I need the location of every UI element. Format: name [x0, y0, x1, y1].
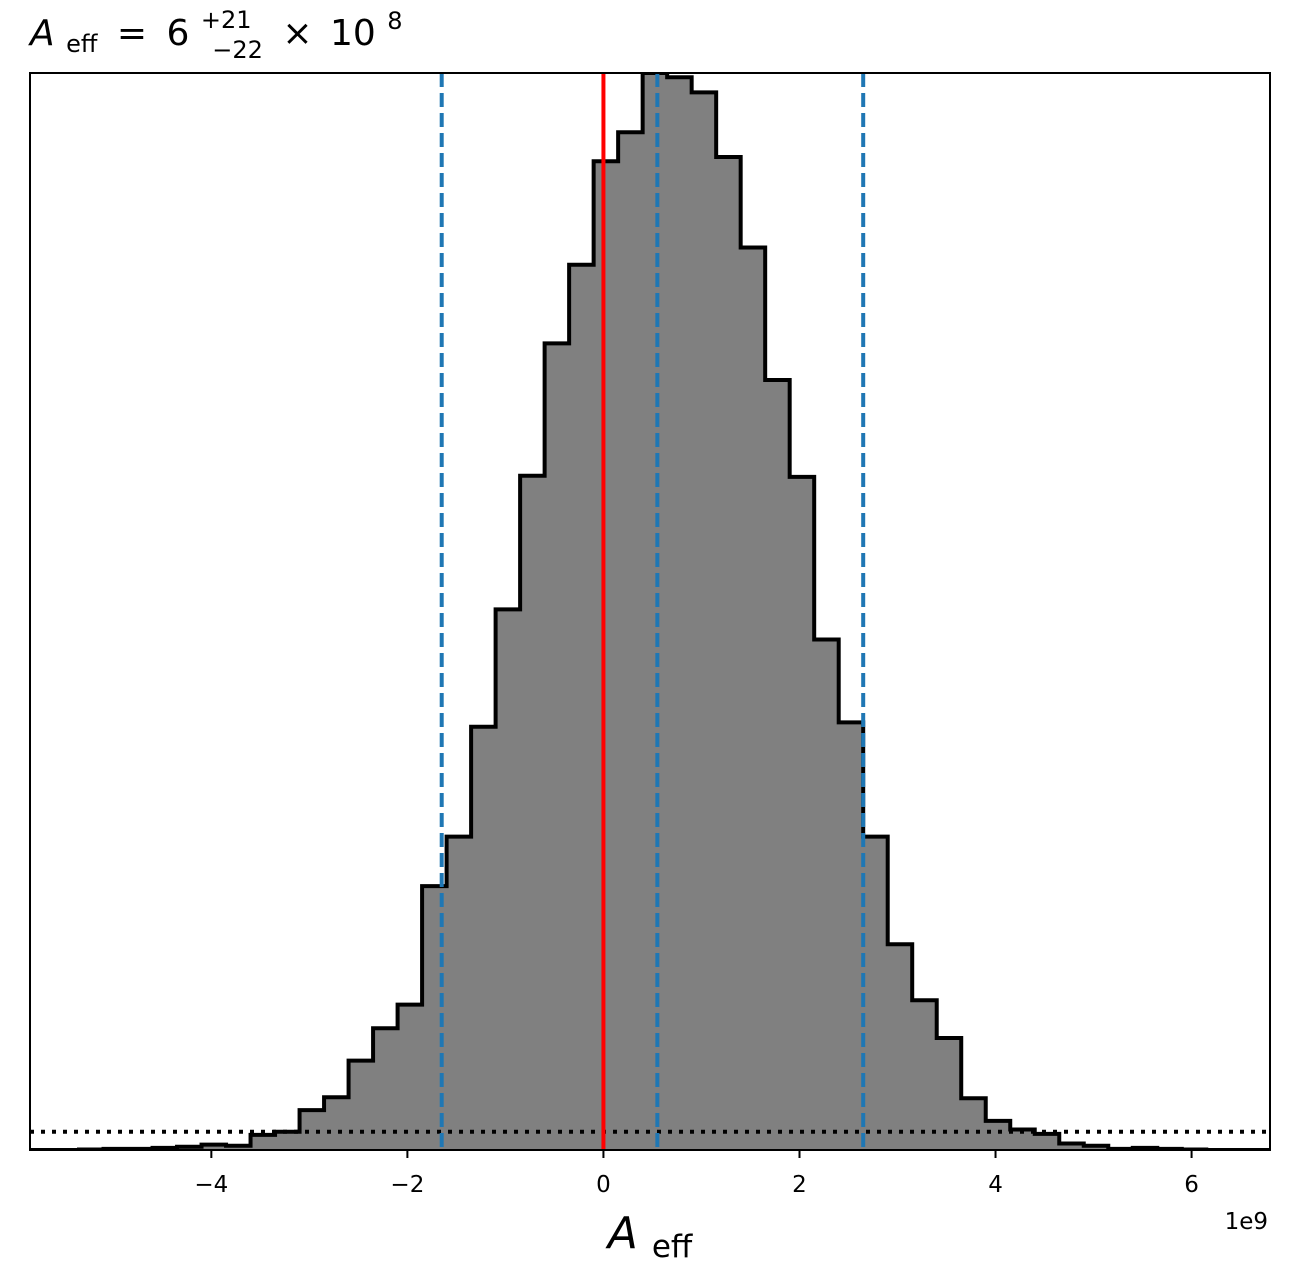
histogram-bar: [985, 1120, 1011, 1150]
histogram-bar: [1083, 1145, 1109, 1150]
plot-frame: [29, 72, 1271, 1151]
x-axis-ticks: −4 −2 0 2 4 6: [194, 1150, 1199, 1198]
x-axis-subscript: eff: [652, 1229, 693, 1265]
histogram-bar: [544, 343, 570, 1150]
x-tick-label: −2: [390, 1172, 424, 1198]
histogram-bar: [520, 475, 546, 1150]
histogram-bar: [691, 92, 717, 1150]
x-tick-label: 0: [596, 1172, 611, 1198]
title-median: 6: [166, 13, 189, 54]
histogram-bar: [299, 1110, 325, 1150]
title-upper-error: +21: [201, 6, 252, 34]
histogram-outline: [30, 73, 1270, 1150]
plot-area: [30, 73, 1270, 1150]
x-tick-label: −4: [194, 1172, 228, 1198]
histogram-bar: [642, 73, 668, 1150]
histogram-bar: [765, 379, 791, 1150]
histogram-bar: [961, 1098, 987, 1150]
histogram-bar: [275, 1131, 300, 1150]
histogram-bar: [740, 247, 766, 1150]
histogram-bar: [1010, 1129, 1036, 1150]
x-tick-label: 6: [1184, 1172, 1199, 1198]
title-lower-error: −22: [212, 36, 263, 64]
histogram-bar: [618, 132, 644, 1150]
histogram-bar: [397, 1004, 423, 1150]
histogram-bar: [201, 1144, 227, 1150]
x-tick-label: 2: [792, 1172, 807, 1198]
histogram-bar: [471, 726, 497, 1150]
histogram-bar: [226, 1145, 251, 1150]
x-tick-label: 4: [988, 1172, 1003, 1198]
histogram-bar: [1034, 1133, 1060, 1150]
x-axis-label: A eff: [605, 1208, 693, 1265]
histogram-bar: [716, 157, 742, 1150]
histogram-bar: [593, 161, 619, 1150]
histogram-bar: [446, 836, 472, 1150]
title-subscript: eff: [66, 30, 98, 58]
x-axis-offset-label: 1e9: [1225, 1209, 1268, 1235]
x-axis-symbol: A: [605, 1208, 638, 1259]
title-symbol: A: [28, 13, 55, 54]
histogram-bar: [324, 1097, 349, 1150]
title-equals: =: [117, 13, 147, 54]
histogram-bar: [863, 836, 889, 1150]
title-base: 10: [330, 13, 376, 54]
histogram-bar: [569, 264, 595, 1150]
title-times: ×: [282, 13, 312, 54]
histogram-bar: [912, 1000, 938, 1150]
title-exponent: 8: [387, 7, 402, 35]
histogram-bar: [887, 944, 913, 1150]
histogram-bar: [667, 77, 693, 1150]
histogram-bar: [348, 1060, 374, 1150]
histogram-bar: [814, 639, 840, 1150]
chart-title: A eff = 6 +21 −22 × 10 8: [28, 0, 403, 67]
histogram-bar: [1059, 1143, 1085, 1150]
histogram-bar: [838, 722, 864, 1150]
histogram-bar: [495, 609, 521, 1150]
histogram-bar: [789, 476, 815, 1150]
histogram-bar: [250, 1134, 276, 1150]
